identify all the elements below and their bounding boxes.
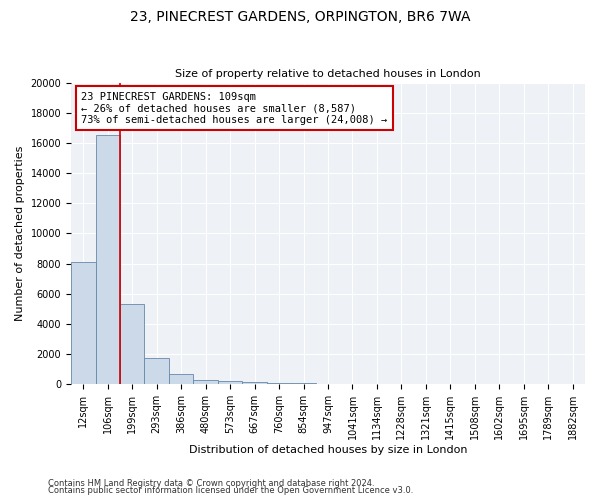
Title: Size of property relative to detached houses in London: Size of property relative to detached ho…	[175, 69, 481, 79]
Bar	[145, 358, 169, 384]
Text: Contains public sector information licensed under the Open Government Licence v3: Contains public sector information licen…	[48, 486, 413, 495]
Text: 23, PINECREST GARDENS, ORPINGTON, BR6 7WA: 23, PINECREST GARDENS, ORPINGTON, BR6 7W…	[130, 10, 470, 24]
X-axis label: Distribution of detached houses by size in London: Distribution of detached houses by size …	[189, 445, 467, 455]
Text: 23 PINECREST GARDENS: 109sqm
← 26% of detached houses are smaller (8,587)
73% of: 23 PINECREST GARDENS: 109sqm ← 26% of de…	[82, 92, 388, 125]
Bar	[95, 136, 120, 384]
Bar	[218, 381, 242, 384]
Bar	[71, 262, 95, 384]
Bar	[169, 374, 193, 384]
Bar	[242, 382, 267, 384]
Bar	[120, 304, 145, 384]
Text: Contains HM Land Registry data © Crown copyright and database right 2024.: Contains HM Land Registry data © Crown c…	[48, 478, 374, 488]
Y-axis label: Number of detached properties: Number of detached properties	[15, 146, 25, 321]
Bar	[267, 382, 292, 384]
Bar	[193, 380, 218, 384]
